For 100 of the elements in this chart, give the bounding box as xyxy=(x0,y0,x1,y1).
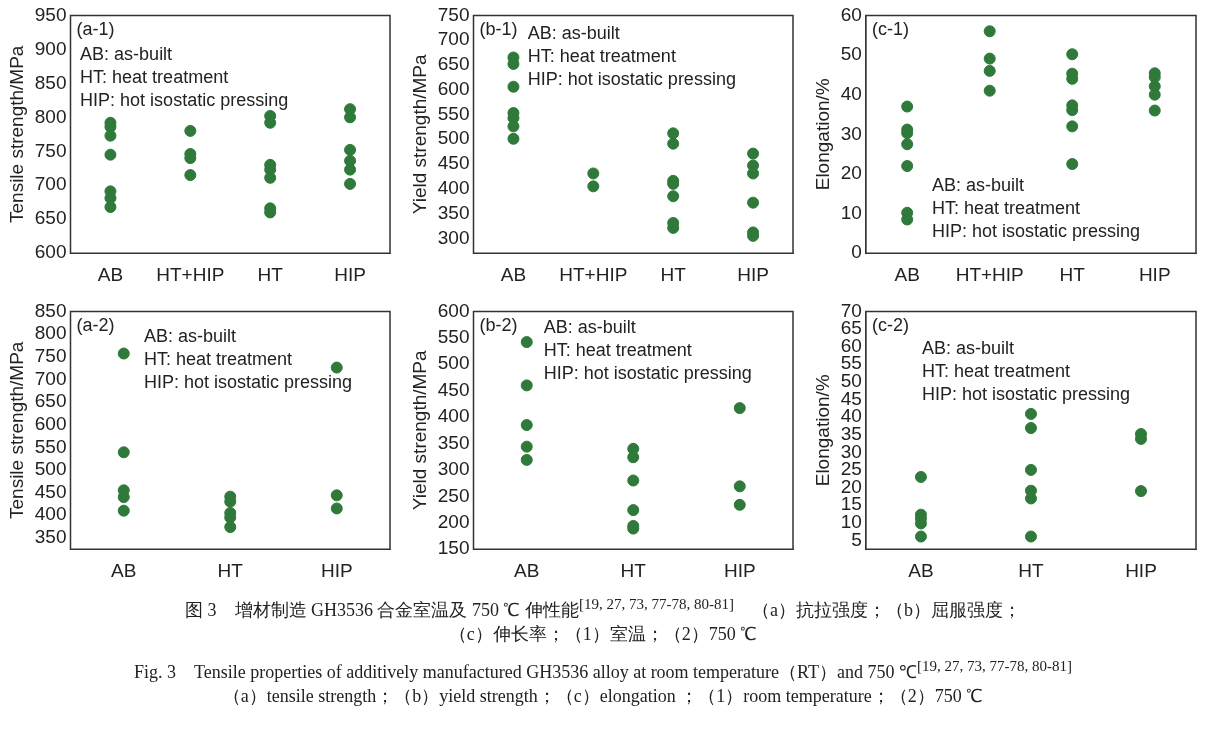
x-tick-label: HT xyxy=(620,559,647,581)
y-tick-label: 750 xyxy=(34,344,67,366)
text: （a）tensile strength；（b）yield strength；（c）elongation ；（1）room temperature；（2）750 ℃ xyxy=(221,685,985,708)
annotation: AB: as-built xyxy=(80,44,173,65)
annotation: HT: heat treatment xyxy=(922,360,1071,381)
annotation: AB: as-built xyxy=(143,326,237,347)
y-tick-label: 400 xyxy=(34,503,67,525)
y-tick-label: 600 xyxy=(34,412,67,434)
y-tick-label: 700 xyxy=(34,367,67,389)
y-tick-label: 250 xyxy=(437,484,470,506)
y-tick-label: 10 xyxy=(840,201,862,223)
y-tick-label: 550 xyxy=(34,435,67,457)
y-tick-label: 950 xyxy=(34,3,67,25)
y-tick-label: 450 xyxy=(437,152,470,174)
annotation: (c-1) xyxy=(871,19,909,40)
annotation: HIP: hot isostatic pressing xyxy=(527,68,736,89)
x-tick-label: AB xyxy=(894,263,920,285)
y-tick-label: 350 xyxy=(437,431,470,453)
y-tick-label: 800 xyxy=(34,322,67,344)
y-tick-label: 20 xyxy=(840,162,862,184)
y-tick-label: 700 xyxy=(437,28,470,50)
y-tick-label: 40 xyxy=(840,82,862,104)
y-axis-title: Yield strength/MPa xyxy=(408,53,430,215)
x-tick-label: HT+HIP xyxy=(559,263,628,285)
annotation: AB: as-built xyxy=(527,22,620,43)
y-tick-label: 800 xyxy=(34,105,67,127)
y-tick-label: 650 xyxy=(34,207,67,229)
annotation: HIP: hot isostatic pressing xyxy=(931,221,1141,242)
x-tick-label: HT+HIP xyxy=(156,263,225,285)
x-tick-label: HT xyxy=(217,559,244,581)
x-tick-label: HT+HIP xyxy=(955,263,1024,285)
annotation: HIP: hot isostatic pressing xyxy=(543,362,752,383)
x-tick-label: HT xyxy=(257,263,284,285)
annotation: HIP: hot isostatic pressing xyxy=(143,372,353,393)
annotation: HT: heat treatment xyxy=(931,198,1081,219)
x-tick-label: AB xyxy=(97,263,124,285)
y-tick-label: 30 xyxy=(840,122,862,144)
y-tick-label: 650 xyxy=(34,390,67,412)
x-tick-label: HIP xyxy=(1125,559,1157,581)
y-tick-label: 600 xyxy=(437,77,470,99)
y-tick-label: 400 xyxy=(437,405,470,427)
y-tick-label: 60 xyxy=(840,3,862,25)
x-tick-label: HIP xyxy=(320,559,353,581)
annotation: AB: as-built xyxy=(931,175,1024,196)
y-tick-label: 650 xyxy=(437,53,470,75)
x-tick-label: AB xyxy=(908,559,934,581)
annotation: HIP: hot isostatic pressing xyxy=(922,383,1131,404)
y-tick-label: 0 xyxy=(851,241,862,263)
y-tick-label: 450 xyxy=(34,480,67,502)
y-tick-label: 300 xyxy=(437,226,470,248)
y-tick-label: 500 xyxy=(437,352,470,374)
annotation: (b-2) xyxy=(479,315,518,336)
annotation: HT: heat treatment xyxy=(543,339,692,360)
x-tick-label: HIP xyxy=(737,263,769,285)
annotation: (b-1) xyxy=(479,19,518,40)
text: 图 3 增材制造 GH3536 合金室温及 750 ℃ 伸性能$^{[19, 27, 73, 77-78, 80-81]}$ （a）抗拉强度；（b）屈服强度； xyxy=(185,596,1021,620)
x-tick-label: HT xyxy=(1059,263,1086,285)
text: （c）伸长率；（1）室温；（2）750 ℃ xyxy=(447,623,759,646)
y-tick-label: 50 xyxy=(840,43,862,65)
annotation: (a-2) xyxy=(76,315,115,336)
x-tick-label: HT xyxy=(1018,559,1045,581)
annotation: (a-1) xyxy=(76,19,115,40)
y-axis-title: Yield strength/MPa xyxy=(408,349,430,511)
x-tick-label: HIP xyxy=(334,263,366,285)
x-tick-label: HIP xyxy=(1138,263,1171,285)
y-tick-label: 850 xyxy=(34,299,67,321)
x-tick-label: AB xyxy=(500,263,527,285)
y-tick-label: 450 xyxy=(437,378,470,400)
y-tick-label: 600 xyxy=(437,299,470,321)
annotation: HT: heat treatment xyxy=(527,45,676,66)
y-axis-title: Elongation/% xyxy=(811,374,833,487)
x-tick-label: AB xyxy=(111,559,137,581)
y-tick-label: 200 xyxy=(437,511,470,533)
y-tick-label: 500 xyxy=(34,458,67,480)
annotation: (c-2) xyxy=(871,315,909,336)
y-axis-title: Elongation/% xyxy=(811,78,833,191)
y-axis-title: Tensile strength/MPa xyxy=(5,341,27,520)
y-tick-label: 500 xyxy=(437,127,470,149)
annotation: AB: as-built xyxy=(543,316,636,337)
y-tick-label: 600 xyxy=(34,241,67,263)
annotation: HT: heat treatment xyxy=(80,67,229,88)
annotation: AB: as-built xyxy=(922,337,1015,358)
annotation: HT: heat treatment xyxy=(143,349,293,370)
x-tick-label: HT xyxy=(660,263,687,285)
y-axis-title: Tensile strength/MPa xyxy=(5,45,27,224)
y-tick-label: 550 xyxy=(437,102,470,124)
y-tick-label: 150 xyxy=(437,537,470,559)
y-tick-label: 750 xyxy=(437,3,470,25)
x-tick-label: AB xyxy=(514,559,540,581)
y-tick-label: 850 xyxy=(34,71,67,93)
y-tick-label: 400 xyxy=(437,177,470,199)
y-tick-label: 350 xyxy=(34,526,67,548)
y-tick-label: 350 xyxy=(437,201,470,223)
y-tick-label: 750 xyxy=(34,139,67,161)
x-tick-label: HIP xyxy=(723,559,756,581)
caption: Fig. 3 Tensile properties of additively manufactured GH3536 alloy at room temperature（RT）and 750 ℃$^{[19, 27, 73, 77-78, 80-81]}$ xyxy=(133,657,1073,684)
y-tick-label: 700 xyxy=(34,173,67,195)
y-tick-label: 900 xyxy=(34,37,67,59)
y-tick-label: 550 xyxy=(437,326,470,348)
y-tick-label: 300 xyxy=(437,458,470,480)
